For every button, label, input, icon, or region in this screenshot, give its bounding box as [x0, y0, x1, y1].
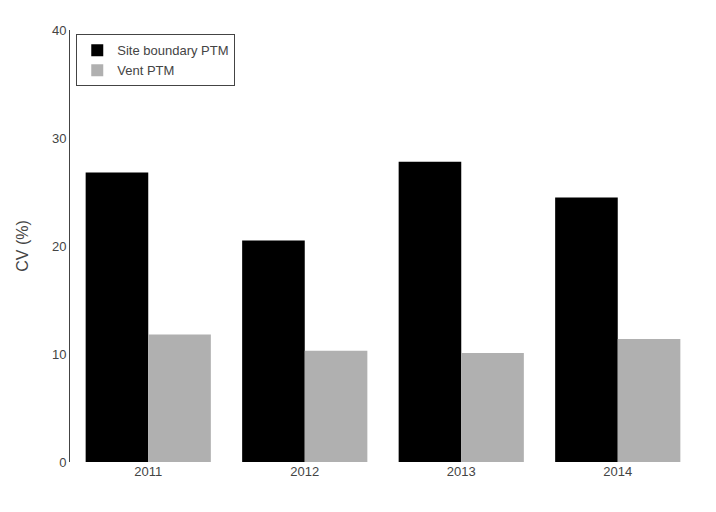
svg-text:Site boundary PTM: Site boundary PTM — [117, 43, 228, 58]
svg-text:2013: 2013 — [447, 464, 476, 479]
svg-text:10: 10 — [52, 347, 66, 362]
svg-text:Vent PTM: Vent PTM — [117, 63, 174, 78]
svg-text:2012: 2012 — [290, 464, 319, 479]
svg-text:2011: 2011 — [134, 464, 162, 479]
svg-text:0: 0 — [59, 455, 66, 470]
svg-text:2014: 2014 — [603, 464, 632, 479]
svg-text:20: 20 — [52, 239, 66, 254]
svg-text:CV (%): CV (%) — [14, 220, 31, 272]
svg-text:30: 30 — [52, 131, 66, 146]
svg-text:40: 40 — [52, 23, 66, 38]
